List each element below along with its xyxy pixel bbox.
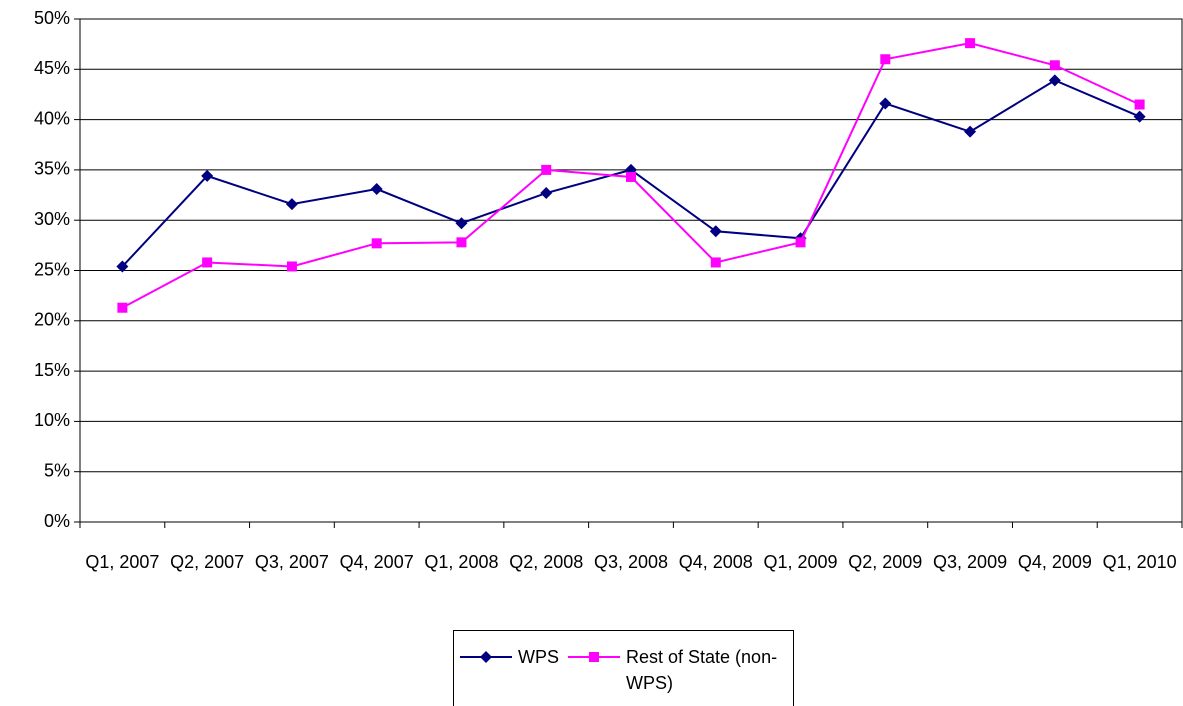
plot-border: [79, 18, 1183, 523]
y-tick-label: 40%: [34, 108, 70, 128]
y-tick-label: 45%: [34, 58, 70, 78]
point: [541, 164, 552, 175]
x-tick-label: Q4, 2009: [1017, 552, 1092, 572]
y-tick-label: 5%: [44, 460, 70, 480]
point: [965, 38, 976, 49]
legend-marker: [589, 652, 599, 662]
point: [286, 261, 297, 272]
point: [880, 54, 891, 65]
legend-marker: [480, 651, 492, 663]
point: [116, 260, 129, 273]
y-tick-label: 20%: [34, 310, 70, 330]
point: [1048, 74, 1061, 87]
point: [795, 237, 806, 248]
x-tick-label: Q1, 2010: [1102, 552, 1177, 572]
point: [879, 97, 892, 110]
point: [285, 198, 298, 211]
point: [709, 225, 722, 238]
x-tick-label: Q3, 2008: [593, 552, 669, 572]
point: [626, 171, 636, 182]
y-tick-label: 25%: [34, 259, 70, 279]
y-tick-label: 50%: [34, 8, 70, 28]
legend-label: Rest of State (non- WPS): [626, 647, 778, 693]
point: [1049, 60, 1060, 71]
point: [455, 217, 468, 230]
point: [202, 257, 213, 268]
point: [710, 257, 721, 268]
y-tick-label: 15%: [34, 360, 70, 380]
point: [117, 302, 128, 313]
point: [456, 237, 467, 248]
x-tick-label: Q4, 2007: [339, 552, 414, 572]
y-tick-label: 35%: [34, 159, 70, 179]
point: [370, 183, 383, 196]
x-tick-label: Q2, 2008: [509, 552, 584, 572]
x-tick-label: Q3, 2009: [933, 552, 1008, 572]
x-tick-label: Q2, 2007: [170, 552, 245, 572]
x-tick-label: Q4, 2008: [678, 552, 753, 572]
legend-label: WPS: [518, 647, 560, 667]
x-tick-label: Q1, 2009: [763, 552, 838, 572]
x-tick-label: Q3, 2007: [254, 552, 329, 572]
x-tick-label: Q1, 2008: [424, 552, 499, 572]
y-tick-label: 0%: [44, 511, 70, 531]
point: [371, 238, 382, 249]
point: [1134, 99, 1145, 110]
x-tick-label: Q1, 2007: [85, 552, 160, 572]
point: [1133, 110, 1146, 123]
point: [964, 125, 977, 138]
y-tick-label: 30%: [34, 209, 70, 229]
point: [201, 169, 214, 182]
point: [540, 187, 553, 200]
y-tick-label: 10%: [34, 410, 70, 430]
x-tick-label: Q2, 2009: [848, 552, 923, 572]
legend-box: [453, 630, 794, 706]
